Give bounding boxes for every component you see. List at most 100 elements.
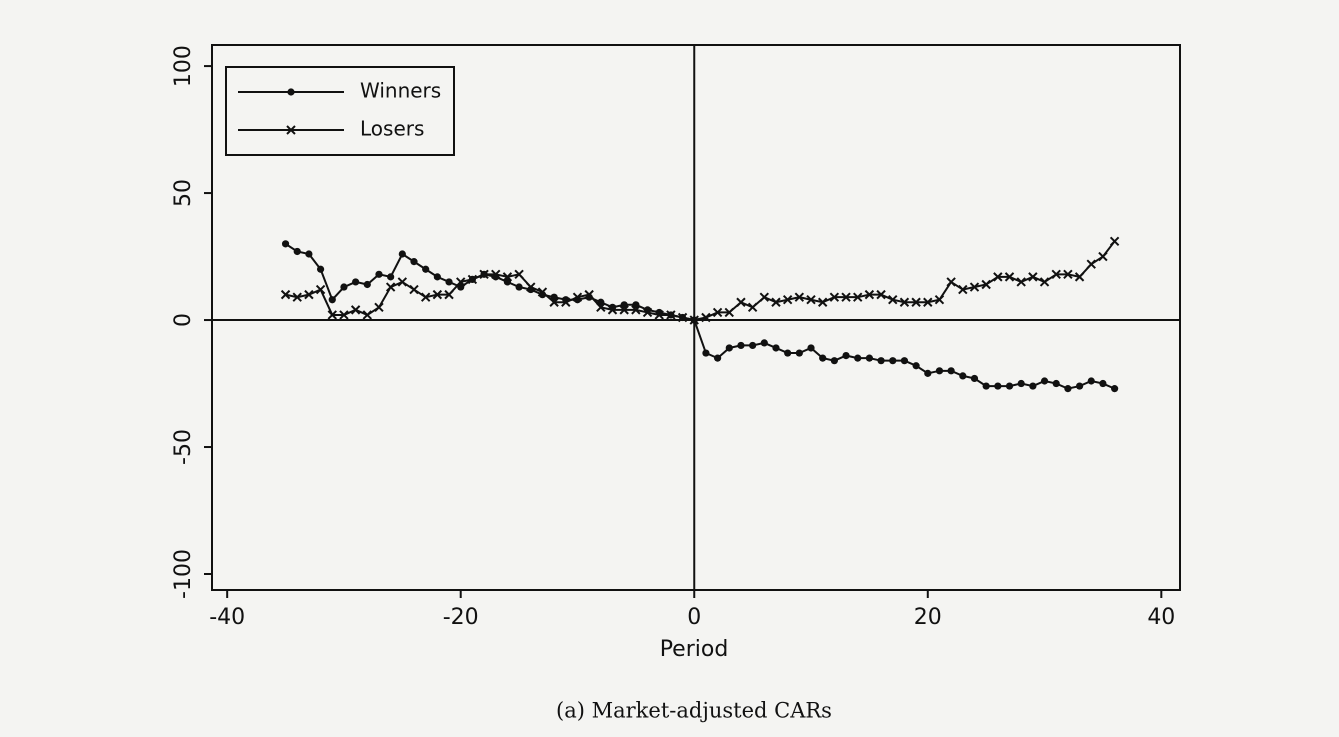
point — [515, 283, 523, 291]
point — [420, 292, 431, 302]
point — [1087, 377, 1095, 385]
point — [387, 273, 395, 281]
point — [339, 310, 349, 320]
point — [304, 289, 314, 300]
point — [444, 289, 454, 300]
point — [784, 349, 792, 357]
point — [385, 282, 396, 292]
plot-frame — [211, 44, 1181, 591]
point — [293, 247, 301, 256]
point — [666, 310, 676, 320]
point — [819, 354, 827, 362]
y-tick-label: 50 — [171, 179, 196, 207]
point — [702, 349, 710, 357]
point — [397, 277, 408, 287]
point — [340, 283, 348, 291]
point — [923, 297, 933, 307]
point — [935, 367, 944, 375]
point — [422, 265, 430, 273]
y-tick-label: -50 — [171, 429, 196, 465]
legend-marker — [286, 125, 296, 135]
point — [749, 341, 757, 350]
x-tick-label: 0 — [687, 605, 701, 630]
point — [725, 344, 733, 352]
point — [479, 269, 489, 280]
point — [771, 297, 781, 307]
point — [854, 354, 862, 362]
y-tick-label: -100 — [171, 549, 196, 599]
point — [502, 272, 513, 282]
point — [1016, 277, 1026, 287]
point — [410, 258, 418, 266]
point — [1074, 272, 1085, 282]
point — [292, 292, 302, 302]
legend-marker — [287, 88, 295, 96]
point — [772, 344, 780, 352]
x-tick-label: 40 — [1147, 605, 1175, 630]
point — [526, 282, 536, 292]
point — [959, 372, 967, 380]
point — [714, 354, 722, 362]
point — [363, 280, 371, 289]
point — [876, 289, 886, 300]
point — [794, 292, 805, 302]
point — [747, 302, 758, 313]
point — [724, 307, 734, 318]
point — [806, 295, 816, 305]
point — [1052, 379, 1060, 388]
point — [631, 305, 641, 315]
y-tick-label: 0 — [171, 313, 196, 327]
point — [550, 293, 558, 301]
legend-label: Losers — [360, 117, 424, 141]
point — [572, 292, 583, 302]
point — [817, 297, 828, 307]
point — [281, 240, 290, 248]
series-line — [285, 243, 1116, 390]
point — [280, 289, 291, 300]
point — [889, 357, 897, 365]
point — [374, 302, 384, 313]
point — [1064, 385, 1072, 393]
point — [1051, 269, 1061, 280]
point — [654, 310, 664, 320]
point — [432, 289, 443, 300]
point — [759, 292, 770, 302]
x-tick-label: -40 — [209, 605, 245, 630]
point — [375, 270, 383, 278]
x-axis-label: Period — [660, 637, 729, 662]
point — [1063, 269, 1073, 280]
point — [445, 278, 453, 286]
point — [736, 297, 746, 307]
point — [853, 292, 863, 302]
point — [1029, 382, 1037, 390]
point — [899, 297, 910, 307]
point — [864, 289, 875, 300]
point — [689, 315, 699, 325]
point — [760, 339, 768, 347]
point — [632, 301, 640, 309]
point — [958, 284, 968, 295]
point — [994, 382, 1002, 390]
point — [1040, 377, 1049, 385]
point — [782, 295, 793, 305]
point — [619, 305, 629, 315]
point — [830, 357, 838, 365]
point — [1005, 382, 1014, 390]
point — [316, 265, 325, 273]
point — [982, 382, 990, 390]
point — [584, 289, 594, 300]
point — [677, 312, 688, 323]
point — [969, 282, 980, 292]
caption: (a) Market-adjusted CARs — [556, 699, 832, 723]
point — [924, 369, 932, 377]
point — [1099, 379, 1107, 388]
point — [362, 310, 373, 320]
point — [1086, 259, 1096, 269]
x-tick-label: 20 — [914, 605, 942, 630]
point — [503, 278, 512, 286]
point — [398, 250, 406, 258]
y-tick-label: 100 — [171, 45, 196, 87]
point — [842, 351, 850, 360]
point — [561, 297, 571, 307]
